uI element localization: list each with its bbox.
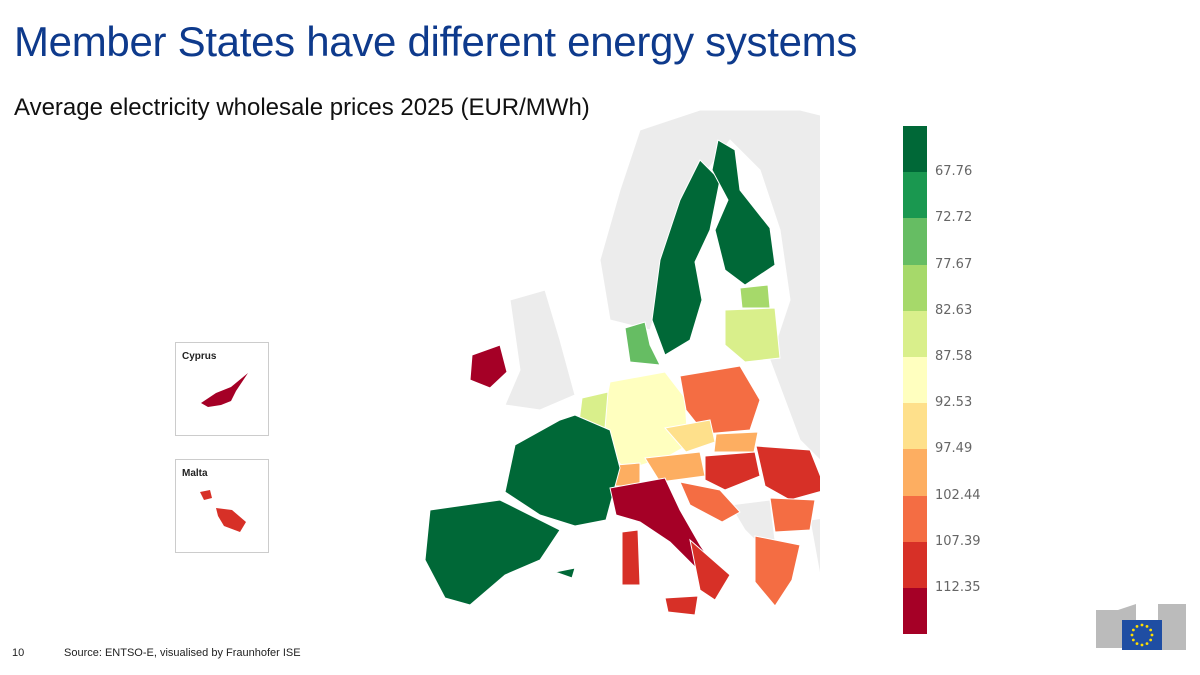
eu-star-icon	[1135, 624, 1139, 628]
country-finland	[711, 139, 776, 286]
country-ireland	[469, 344, 508, 389]
country-poland	[679, 365, 761, 435]
country-hungary	[704, 451, 761, 491]
legend-swatch	[903, 449, 927, 496]
country-france	[504, 414, 621, 527]
legend-swatch	[903, 356, 927, 404]
country-slovenia-croatia	[679, 481, 741, 523]
cyprus-shape	[201, 373, 248, 407]
eu-star-icon	[1131, 638, 1135, 642]
page-number: 10	[12, 647, 25, 659]
legend-swatch	[903, 495, 927, 542]
european-commission-logo	[1096, 604, 1186, 650]
slide-title: Member States have different energy syst…	[14, 18, 858, 65]
legend-tick: 77.67	[935, 256, 973, 272]
legend-tick: 102.44	[935, 487, 981, 503]
eu-star-icon	[1135, 642, 1139, 646]
legend-swatch	[903, 587, 927, 635]
eu-star-icon	[1149, 628, 1153, 632]
legend-swatch	[903, 310, 927, 357]
eu-star-icon	[1145, 624, 1149, 628]
legend-swatch	[903, 264, 927, 311]
country-romania	[755, 445, 820, 501]
legend-tick: 87.58	[935, 349, 973, 364]
map-subtitle: Average electricity wholesale prices 202…	[14, 94, 590, 121]
country-spain-portugal	[424, 499, 561, 606]
source-note: Source: ENTSO-E, visualised by Fraunhofe…	[64, 647, 301, 659]
country-denmark	[624, 321, 661, 366]
legend-tick: 107.39	[935, 533, 981, 549]
eu-star-icon	[1149, 638, 1153, 642]
legend-swatch	[903, 126, 927, 173]
legend-tick: 92.53	[935, 395, 973, 411]
non-eu-norway-russia	[599, 109, 820, 461]
legend-swatch	[903, 403, 927, 450]
malta-label: Malta	[182, 468, 208, 479]
country-slovakia	[713, 431, 759, 453]
eu-star-icon	[1130, 633, 1134, 637]
malta-inset: Malta	[175, 459, 269, 553]
malta-shape	[200, 490, 246, 532]
eu-star-icon	[1140, 643, 1144, 647]
country-estonia	[739, 284, 771, 309]
country-latvia-lithuania	[724, 307, 781, 363]
legend-tick: 97.49	[935, 441, 973, 457]
country-sicily	[664, 595, 699, 616]
color-legend	[903, 126, 927, 635]
country-sweden	[651, 159, 721, 356]
eu-star-icon	[1145, 642, 1149, 646]
europe-price-map	[424, 109, 820, 616]
legend-swatch	[903, 172, 927, 219]
eu-star-icon	[1131, 628, 1135, 632]
non-eu-turkey	[809, 518, 820, 576]
cyprus-inset: Cyprus	[175, 342, 269, 436]
country-bulgaria	[769, 497, 816, 533]
cyprus-label: Cyprus	[182, 351, 217, 362]
non-eu-uk	[504, 289, 576, 411]
eu-star-icon	[1150, 633, 1154, 637]
country-baleares	[553, 567, 576, 579]
legend-tick: 67.76	[935, 164, 973, 180]
legend-swatch	[903, 218, 927, 265]
eu-star-icon	[1140, 623, 1144, 627]
legend-tick: 112.35	[935, 580, 981, 595]
country-greece	[754, 535, 801, 607]
legend-swatch	[903, 541, 927, 588]
legend-tick: 72.72	[935, 210, 973, 226]
country-italy-south	[689, 538, 731, 601]
country-sardinia	[621, 529, 641, 586]
legend-tick: 82.63	[935, 302, 973, 318]
